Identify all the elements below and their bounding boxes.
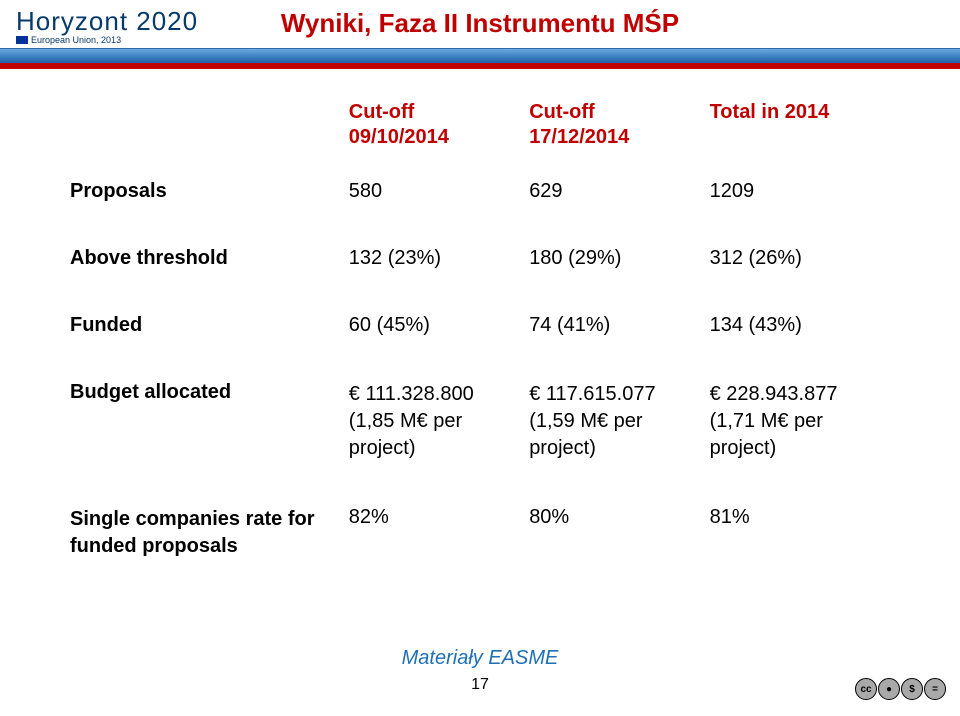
results-table: Cut-off09/10/2014 Cut-off17/12/2014 Tota… xyxy=(70,100,890,582)
col-header-2: Cut-off17/12/2014 xyxy=(529,100,709,180)
cell: 180 (29%) xyxy=(529,225,709,292)
cc-icon: cc xyxy=(855,678,877,700)
cell: 580 xyxy=(349,180,529,225)
header: Horyzont 2020 European Union, 2013 Wynik… xyxy=(0,0,960,58)
by-icon: ● xyxy=(878,678,900,700)
row-proposals: Proposals 580 629 1209 xyxy=(70,180,890,225)
cell: 82% xyxy=(349,484,529,582)
cell: 312 (26%) xyxy=(710,225,890,292)
cell: € 228.943.877(1,71 M€ per project) xyxy=(710,359,890,484)
col-header-1: Cut-off09/10/2014 xyxy=(349,100,529,180)
table-region: Cut-off09/10/2014 Cut-off17/12/2014 Tota… xyxy=(70,100,890,582)
row-label: Single companies rate for funded proposa… xyxy=(70,484,349,582)
cc-license-icon: cc ● $ = xyxy=(855,678,946,700)
page-number: 17 xyxy=(0,676,960,694)
cell: 81% xyxy=(710,484,890,582)
source-label: Materiały EASME xyxy=(0,647,960,670)
header-band xyxy=(0,48,960,64)
row-label: Funded xyxy=(70,292,349,359)
footer: Materiały EASME 17 xyxy=(0,647,960,694)
cell: 60 (45%) xyxy=(349,292,529,359)
page-title: Wyniki, Faza II Instrumentu MŚP xyxy=(0,8,960,39)
row-funded: Funded 60 (45%) 74 (41%) 134 (43%) xyxy=(70,292,890,359)
row-label: Above threshold xyxy=(70,225,349,292)
cell: 74 (41%) xyxy=(529,292,709,359)
row-label: Budget allocated xyxy=(70,359,349,484)
cell: € 117.615.077(1,59 M€ per project) xyxy=(529,359,709,484)
row-budget: Budget allocated € 111.328.800(1,85 M€ p… xyxy=(70,359,890,484)
cell: 132 (23%) xyxy=(349,225,529,292)
cell: 1209 xyxy=(710,180,890,225)
cell: € 111.328.800(1,85 M€ per project) xyxy=(349,359,529,484)
col-header-3: Total in 2014 xyxy=(710,100,890,180)
nd-icon: = xyxy=(924,678,946,700)
cell: 629 xyxy=(529,180,709,225)
row-label: Proposals xyxy=(70,180,349,225)
table-header-row: Cut-off09/10/2014 Cut-off17/12/2014 Tota… xyxy=(70,100,890,180)
cell: 134 (43%) xyxy=(710,292,890,359)
row-single-companies: Single companies rate for funded proposa… xyxy=(70,484,890,582)
row-above-threshold: Above threshold 132 (23%) 180 (29%) 312 … xyxy=(70,225,890,292)
nc-icon: $ xyxy=(901,678,923,700)
cell: 80% xyxy=(529,484,709,582)
